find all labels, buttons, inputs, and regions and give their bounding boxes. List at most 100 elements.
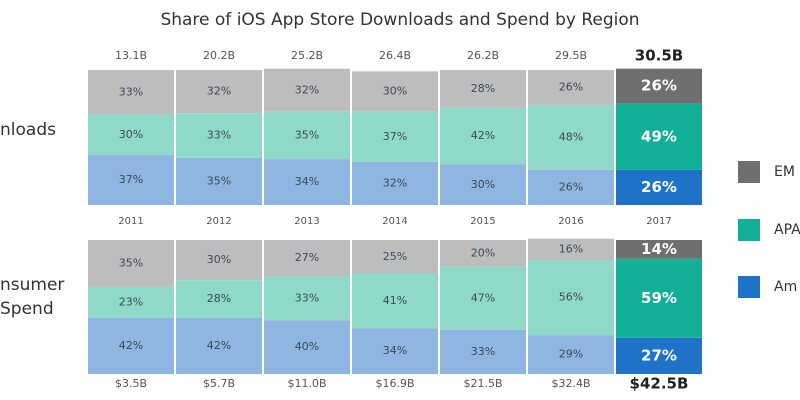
value-label: 42% xyxy=(207,339,231,352)
value-label: 35% xyxy=(207,174,231,187)
value-label: 32% xyxy=(295,83,319,96)
bar-segment xyxy=(352,328,438,374)
value-label: 37% xyxy=(119,173,143,186)
value-label: 23% xyxy=(119,295,143,308)
bar-segment xyxy=(176,280,262,318)
bar-segment xyxy=(440,164,526,205)
bar-segment xyxy=(528,335,614,374)
value-label: 47% xyxy=(471,291,495,304)
x-tick-label: 2015 xyxy=(470,216,495,227)
bar-segment xyxy=(88,240,174,287)
row-label: nsumer xyxy=(0,275,64,295)
value-label: 30% xyxy=(383,85,407,98)
bar-segment xyxy=(176,157,262,205)
value-label: 42% xyxy=(119,339,143,352)
total-label: 26.2B xyxy=(467,49,499,62)
value-label: 56% xyxy=(559,291,583,304)
legend-label: Am xyxy=(774,279,797,295)
legend-swatch xyxy=(738,161,760,183)
bar-segment xyxy=(352,240,438,274)
x-tick-label: 2011 xyxy=(118,216,143,227)
bar-segment xyxy=(88,317,174,374)
value-label: 33% xyxy=(295,291,319,304)
bar-segment xyxy=(264,240,350,277)
bar-segment xyxy=(264,276,350,321)
value-label: 42% xyxy=(471,129,495,142)
x-tick-label: 2014 xyxy=(382,216,407,227)
bar-segment xyxy=(616,337,702,374)
total-label: 26.4B xyxy=(379,49,411,62)
value-label: 35% xyxy=(295,128,319,141)
bar-segment xyxy=(352,71,438,112)
bar-segment xyxy=(616,103,702,170)
value-label: 27% xyxy=(295,251,319,264)
x-tick-label: 2013 xyxy=(294,216,319,227)
total-label: $42.5B xyxy=(630,375,689,393)
value-label: 20% xyxy=(471,246,495,259)
bar-segment xyxy=(88,155,174,205)
total-label: $5.7B xyxy=(203,377,235,390)
value-label: 26% xyxy=(559,180,583,193)
row-label: nloads xyxy=(0,120,56,140)
bar-segment xyxy=(440,240,526,267)
bar-segment xyxy=(176,113,262,158)
value-label: 34% xyxy=(295,175,319,188)
bar-segment xyxy=(176,240,262,281)
value-label: 32% xyxy=(383,176,407,189)
value-label: 33% xyxy=(119,85,143,98)
value-label: 25% xyxy=(383,250,407,263)
value-label: 30% xyxy=(119,128,143,141)
bar-segment xyxy=(264,68,350,112)
value-label: 28% xyxy=(207,292,231,305)
bar-segment xyxy=(352,111,438,162)
value-label: 26% xyxy=(641,77,677,95)
total-label: $11.0B xyxy=(287,377,326,390)
bar-segment xyxy=(616,169,702,205)
value-label: 33% xyxy=(471,345,495,358)
bar-segment xyxy=(176,70,262,114)
value-label: 28% xyxy=(471,82,495,95)
value-label: 33% xyxy=(207,128,231,141)
total-label: $32.4B xyxy=(551,377,590,390)
legend-swatch xyxy=(738,276,760,298)
value-label: 16% xyxy=(559,242,583,255)
bar-segment xyxy=(88,286,174,318)
value-label: 59% xyxy=(641,289,677,307)
total-label: 29.5B xyxy=(555,49,587,62)
value-label: 27% xyxy=(641,346,677,364)
x-tick-label: 2017 xyxy=(646,216,671,227)
bar-segment xyxy=(264,159,350,205)
bar-segment xyxy=(528,105,614,170)
value-label: 29% xyxy=(559,348,583,361)
value-label: 14% xyxy=(641,240,677,258)
chart-title: Share of iOS App Store Downloads and Spe… xyxy=(160,10,639,30)
value-label: 30% xyxy=(471,178,495,191)
bar-segment xyxy=(88,70,174,115)
legend-label: EM xyxy=(774,164,795,180)
total-label: $21.5B xyxy=(463,377,502,390)
bar-segment xyxy=(440,266,526,330)
bar-segment xyxy=(616,68,702,104)
bar-segment xyxy=(264,111,350,160)
x-tick-label: 2012 xyxy=(206,216,231,227)
bar-segment xyxy=(616,240,702,259)
legend-swatch xyxy=(738,219,760,241)
bar-segment xyxy=(352,273,438,329)
value-label: 34% xyxy=(383,344,407,357)
total-label: $16.9B xyxy=(375,377,414,390)
bar-segment xyxy=(616,258,702,338)
bar-segment xyxy=(528,238,614,261)
total-label: 30.5B xyxy=(635,47,683,65)
bar-segment xyxy=(176,317,262,374)
bar-segment xyxy=(440,329,526,374)
value-label: 32% xyxy=(207,85,231,98)
bar-segment xyxy=(528,70,614,106)
value-label: 48% xyxy=(559,131,583,144)
value-label: 26% xyxy=(559,81,583,94)
bar-segment xyxy=(528,169,614,205)
legend-label: APA xyxy=(774,222,800,238)
value-label: 37% xyxy=(383,130,407,143)
x-tick-label: 2016 xyxy=(558,216,583,227)
bar-segment xyxy=(264,320,350,374)
